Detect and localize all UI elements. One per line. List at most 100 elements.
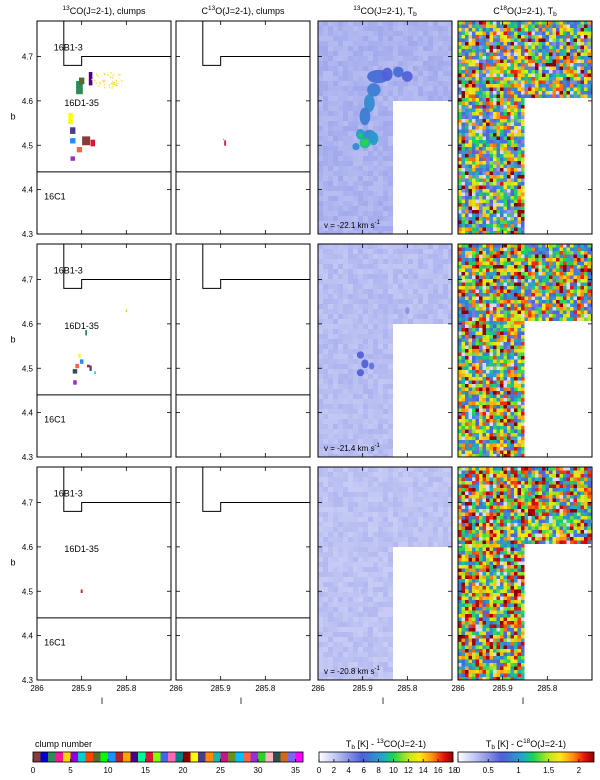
map-cell	[496, 105, 500, 109]
map-cell	[528, 247, 532, 251]
map-cell	[507, 35, 511, 39]
map-cell	[465, 335, 469, 339]
map-cell	[482, 157, 486, 161]
map-cell	[443, 36, 448, 41]
map-cell	[328, 56, 333, 61]
map-cell	[378, 309, 383, 314]
map-cell	[433, 76, 438, 81]
map-cell	[570, 31, 574, 35]
map-cell	[323, 41, 328, 46]
map-cell	[318, 31, 323, 36]
map-cell	[353, 226, 358, 231]
map-cell	[465, 38, 469, 42]
map-cell	[489, 189, 493, 193]
map-cell	[514, 154, 518, 158]
map-cell	[500, 182, 504, 186]
map-cell	[521, 387, 525, 391]
map-cell	[338, 429, 343, 434]
map-cell	[333, 299, 338, 304]
map-cell	[493, 422, 497, 426]
map-cell	[528, 268, 532, 272]
map-cell	[486, 210, 490, 214]
map-cell	[517, 366, 521, 370]
map-cell	[482, 380, 486, 384]
map-cell	[418, 309, 423, 314]
map-cell	[521, 70, 525, 74]
map-cell	[552, 279, 556, 283]
map-cell	[584, 303, 588, 307]
map-cell	[358, 454, 363, 457]
map-cell	[503, 265, 507, 269]
map-cell	[343, 106, 348, 111]
map-cell	[584, 251, 588, 255]
map-cell	[556, 77, 560, 81]
map-cell	[428, 299, 433, 304]
map-cell	[496, 206, 500, 210]
map-cell	[358, 429, 363, 434]
map-cell	[486, 126, 490, 130]
map-cell	[545, 317, 549, 321]
map-cell	[323, 409, 328, 414]
map-cell	[486, 251, 490, 255]
map-cell	[368, 269, 373, 274]
map-cell	[503, 143, 507, 147]
map-cell	[479, 275, 483, 279]
map-cell	[373, 319, 378, 324]
clump-stipple	[109, 76, 111, 78]
map-cell	[368, 201, 373, 206]
map-cell	[378, 244, 383, 249]
map-cell	[363, 274, 368, 279]
map-cell	[517, 210, 521, 214]
map-cell	[368, 61, 373, 66]
map-cell	[328, 289, 333, 294]
map-cell	[378, 359, 383, 364]
map-cell	[510, 373, 514, 377]
map-cell	[549, 279, 553, 283]
map-cell	[531, 261, 535, 265]
map-cell	[465, 231, 469, 234]
map-cell	[528, 282, 532, 286]
map-cell	[413, 26, 418, 31]
map-cell	[328, 394, 333, 399]
map-cell	[388, 434, 393, 439]
map-cell	[500, 59, 504, 63]
map-cell	[323, 66, 328, 71]
map-cell	[545, 35, 549, 39]
map-cell	[570, 42, 574, 46]
map-cell	[514, 227, 518, 231]
map-cell	[489, 373, 493, 377]
map-cell	[521, 175, 525, 179]
map-cell	[521, 185, 525, 189]
map-cell	[472, 98, 476, 102]
map-cell	[573, 282, 577, 286]
map-cell	[468, 24, 472, 28]
map-cell	[486, 433, 490, 437]
map-cell	[373, 324, 378, 329]
map-cell	[438, 71, 443, 76]
map-cell	[486, 98, 490, 102]
map-cell	[353, 349, 358, 354]
map-cell	[482, 28, 486, 32]
map-cell	[475, 317, 479, 321]
map-cell	[489, 377, 493, 381]
map-cell	[378, 259, 383, 264]
map-cell	[500, 352, 504, 356]
map-cell	[438, 244, 443, 249]
map-cell	[328, 231, 333, 234]
map-cell	[545, 87, 549, 91]
map-cell	[524, 77, 528, 81]
map-cell	[535, 244, 539, 248]
map-cell	[486, 31, 490, 35]
map-cell	[479, 272, 483, 276]
map-cell	[535, 28, 539, 32]
map-cell	[479, 394, 483, 398]
map-cell	[493, 52, 497, 56]
map-cell	[475, 136, 479, 140]
map-cell	[448, 314, 452, 319]
map-cell	[500, 247, 504, 251]
map-cell	[338, 334, 343, 339]
map-cell	[333, 394, 338, 399]
map-cell	[587, 45, 591, 49]
map-cell	[510, 189, 514, 193]
map-cell	[461, 42, 465, 46]
